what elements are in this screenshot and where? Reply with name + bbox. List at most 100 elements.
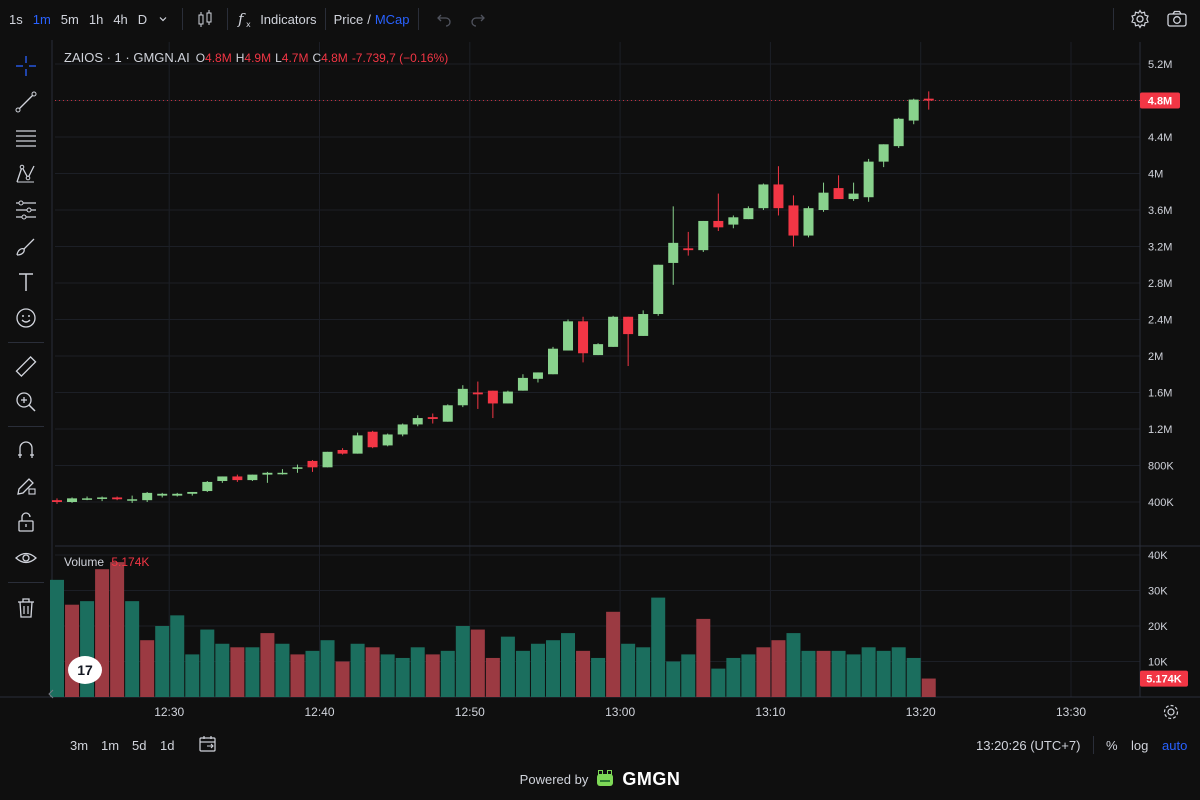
candle-body <box>142 492 153 501</box>
volume-bar <box>470 629 485 697</box>
symbol-title[interactable]: ZAIOS · 1 · GMGN.AI <box>64 50 190 65</box>
undo-icon[interactable] <box>427 10 461 28</box>
lock-icon[interactable] <box>12 508 40 536</box>
candlestick-chart[interactable]: 5.2M 4.8M 4.4M 4M 3.6M 3.2M 2.8M 2.4M 2M 1.6M 1.2M… <box>0 0 1200 730</box>
volume-value: 5.174K <box>111 555 150 569</box>
candles <box>52 91 934 504</box>
trash-icon[interactable] <box>12 594 40 622</box>
price-mcap-toggle[interactable]: Price / MCap <box>334 12 410 27</box>
candle-body <box>908 99 919 121</box>
volume-bar <box>65 604 80 697</box>
candle <box>668 206 679 285</box>
lock-drawing-pencil-icon[interactable] <box>12 472 40 500</box>
settings-gear-icon[interactable] <box>1122 9 1158 29</box>
candle <box>82 496 93 501</box>
timeframe-1m[interactable]: 1m <box>32 11 51 27</box>
candle <box>442 404 453 422</box>
log-scale-toggle[interactable]: log <box>1131 738 1149 753</box>
candle-body <box>893 118 904 147</box>
candle <box>352 432 363 454</box>
camera-icon[interactable] <box>1158 9 1196 29</box>
last-price-badge-label: 4.8M <box>1148 96 1172 108</box>
candle <box>427 413 438 424</box>
candle-body <box>743 208 754 220</box>
mcap-label: MCap <box>374 11 410 27</box>
zoom-in-icon[interactable] <box>12 388 40 416</box>
candle-body <box>262 472 273 475</box>
emoji-icon[interactable] <box>12 304 40 332</box>
volume-bar <box>651 597 666 697</box>
text-icon[interactable] <box>12 268 40 296</box>
tradingview-logo[interactable]: 17 <box>68 656 102 684</box>
candle <box>578 316 589 363</box>
trend-line-icon[interactable] <box>12 88 40 116</box>
volume-tick-label: 40K <box>1148 550 1168 562</box>
prediction-icon[interactable] <box>12 196 40 224</box>
volume-bar <box>771 640 786 697</box>
candle <box>232 474 243 482</box>
range-1m[interactable]: 1m <box>101 738 120 753</box>
volume-bar <box>305 650 320 697</box>
time-tick-label: 12:30 <box>154 705 184 719</box>
candle <box>653 264 664 316</box>
range-1d[interactable]: 1d <box>160 738 175 753</box>
price-tick-label: 400K <box>1148 497 1174 509</box>
timeframe-1h[interactable]: 1h <box>88 11 104 27</box>
candle-body <box>848 193 859 200</box>
volume-bar <box>500 636 515 697</box>
candle <box>788 195 799 247</box>
volume-bar <box>110 562 125 697</box>
candle-body <box>532 372 543 379</box>
time-axis: 12:30 12:40 12:50 13:00 13:10 13:20 13:30 <box>154 705 1086 719</box>
price-label: Price <box>333 11 364 27</box>
price-tick-label: 3.2M <box>1148 242 1172 254</box>
grid-lines <box>55 42 1140 697</box>
magnet-icon[interactable] <box>12 436 40 464</box>
ruler-icon[interactable] <box>12 352 40 380</box>
volume-bar <box>921 678 936 697</box>
crosshair-icon[interactable] <box>12 52 40 80</box>
volume-bar <box>515 650 530 697</box>
timeframe-4h[interactable]: 4h <box>113 11 128 27</box>
pattern-icon[interactable] <box>12 160 40 188</box>
volume-bar <box>170 615 185 697</box>
bottom-divider <box>1093 736 1094 754</box>
volume-bar <box>816 650 831 697</box>
timeframe-dropdown-chevron-icon[interactable] <box>152 14 174 24</box>
brush-icon[interactable] <box>12 232 40 260</box>
volume-label[interactable]: Volume <box>64 555 105 569</box>
last-volume-badge <box>1140 670 1188 687</box>
timeframe-5m[interactable]: 5m <box>60 11 79 27</box>
auto-scale-toggle[interactable]: auto <box>1162 738 1188 753</box>
gmgn-brand[interactable]: GMGN <box>622 768 681 789</box>
candle <box>472 381 483 409</box>
calendar-goto-icon[interactable] <box>198 734 218 759</box>
timeframe-1s[interactable]: 1s <box>9 11 23 27</box>
toolbar-divider <box>324 8 326 30</box>
candle <box>848 182 859 201</box>
utc-clock[interactable]: 13:20:26 (UTC+7) <box>976 738 1081 753</box>
redo-icon[interactable] <box>461 10 495 28</box>
candle <box>52 498 62 504</box>
range-5d[interactable]: 5d <box>132 738 147 753</box>
svg-text:f: f <box>237 10 246 28</box>
fib-retracement-icon[interactable] <box>12 124 40 152</box>
candle-body <box>247 474 258 481</box>
eye-icon[interactable] <box>12 544 40 572</box>
volume-bar <box>906 657 921 697</box>
timeframe-D[interactable]: D <box>137 11 148 27</box>
candle-body <box>187 491 198 494</box>
candle-body <box>217 476 228 482</box>
volume-bar <box>155 626 170 697</box>
candle-style-icon[interactable] <box>191 9 219 29</box>
candle-body <box>427 417 438 419</box>
candle-body <box>818 192 829 210</box>
range-3m[interactable]: 3m <box>70 738 89 753</box>
percent-scale-toggle[interactable]: % <box>1106 738 1118 753</box>
close-label: C <box>312 50 322 65</box>
candle <box>112 496 123 501</box>
time-tick-label: 12:40 <box>304 705 334 719</box>
candle-body <box>472 392 483 395</box>
candle <box>758 183 769 210</box>
